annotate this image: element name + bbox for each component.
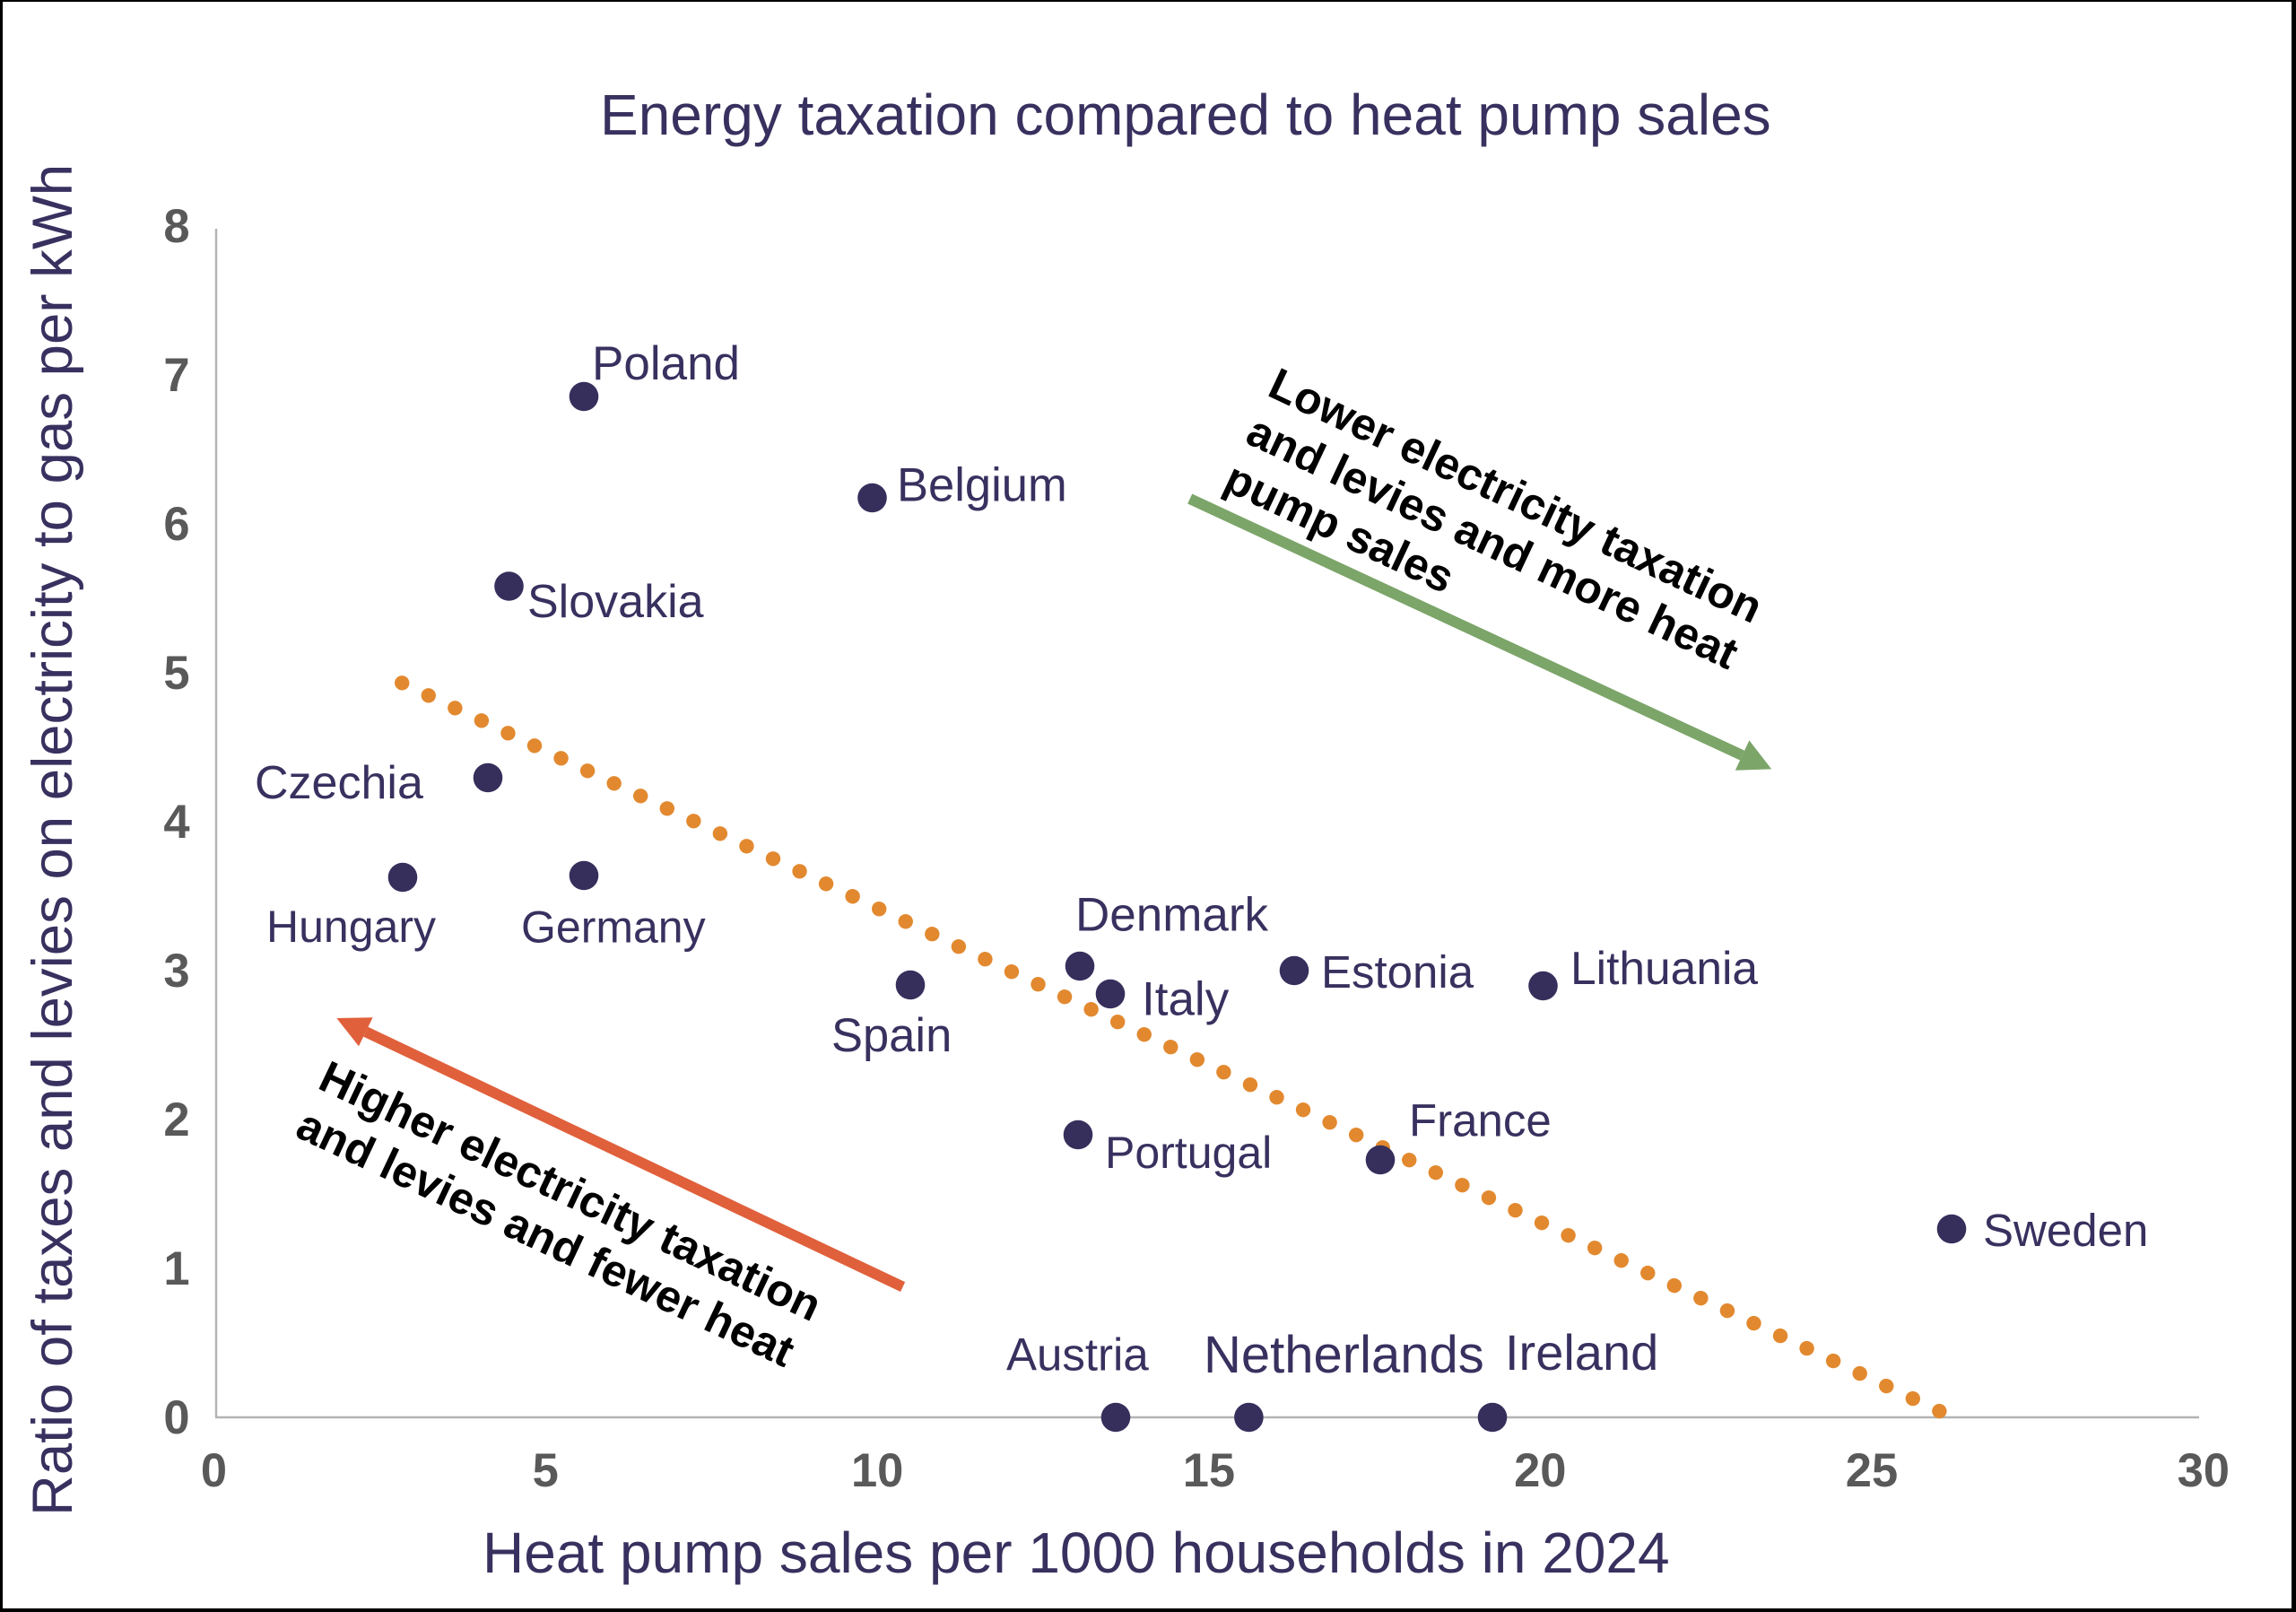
- svg-text:10: 10: [851, 1444, 903, 1497]
- svg-text:Hungary: Hungary: [266, 902, 436, 952]
- svg-text:Estonia: Estonia: [1321, 946, 1474, 998]
- svg-text:8: 8: [163, 200, 189, 253]
- svg-text:4: 4: [163, 796, 189, 849]
- svg-text:Energy taxation compared to he: Energy taxation compared to heat pump sa…: [600, 83, 1771, 147]
- svg-text:5: 5: [163, 647, 189, 700]
- svg-text:6: 6: [163, 498, 189, 551]
- svg-text:Ireland: Ireland: [1505, 1324, 1658, 1381]
- svg-text:1: 1: [163, 1242, 189, 1295]
- svg-text:Spain: Spain: [831, 1009, 952, 1062]
- svg-text:30: 30: [2178, 1444, 2230, 1497]
- svg-text:3: 3: [163, 945, 189, 998]
- svg-text:Sweden: Sweden: [1983, 1205, 2148, 1256]
- svg-text:Belgium: Belgium: [897, 459, 1067, 512]
- svg-text:20: 20: [1514, 1444, 1566, 1497]
- svg-text:15: 15: [1183, 1444, 1235, 1497]
- svg-text:2: 2: [163, 1094, 189, 1146]
- svg-text:Czechia: Czechia: [255, 757, 423, 809]
- svg-text:Slovakia: Slovakia: [527, 576, 704, 628]
- svg-text:25: 25: [1846, 1444, 1898, 1497]
- svg-text:Netherlands: Netherlands: [1204, 1326, 1484, 1384]
- svg-text:5: 5: [533, 1444, 559, 1497]
- svg-text:Austria: Austria: [1006, 1329, 1149, 1381]
- svg-text:7: 7: [163, 349, 189, 402]
- svg-text:France: France: [1409, 1095, 1552, 1146]
- svg-text:Heat pump sales per 1000 house: Heat pump sales per 1000 households in 2…: [483, 1521, 1670, 1585]
- svg-text:Germany: Germany: [521, 902, 706, 953]
- svg-text:0: 0: [201, 1444, 227, 1497]
- svg-text:Ratio of taxes and levies on e: Ratio of taxes and levies on electricity…: [22, 164, 84, 1516]
- svg-text:0: 0: [163, 1391, 189, 1444]
- svg-text:Portugal: Portugal: [1105, 1128, 1272, 1178]
- svg-text:Denmark: Denmark: [1075, 889, 1269, 942]
- svg-text:Poland: Poland: [592, 337, 740, 390]
- svg-text:Lithuania: Lithuania: [1570, 942, 1758, 994]
- svg-text:Italy: Italy: [1142, 973, 1230, 1026]
